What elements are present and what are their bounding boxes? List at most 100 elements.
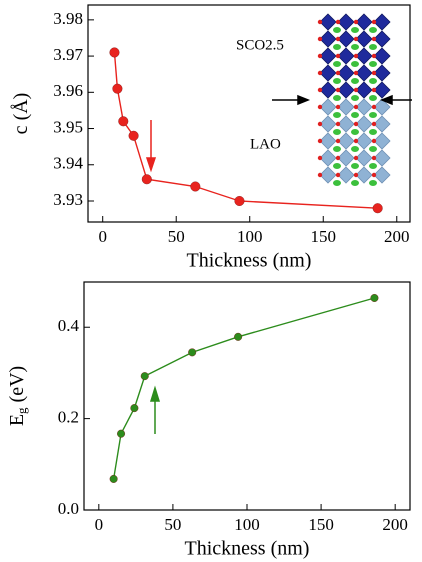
data-point	[140, 372, 149, 381]
data-point	[118, 116, 129, 127]
oxygen	[371, 155, 377, 161]
series-line	[113, 52, 378, 209]
oxygen	[371, 19, 377, 25]
oxygen	[317, 36, 323, 42]
oxygen	[371, 172, 377, 178]
cation	[333, 95, 341, 101]
octahedron	[337, 115, 355, 133]
cation	[351, 78, 359, 84]
oxygen	[317, 172, 323, 178]
y-tick-label: 3.96	[53, 81, 83, 100]
octahedron	[355, 30, 373, 48]
data-point	[112, 83, 123, 94]
octahedron	[337, 30, 355, 48]
octahedron	[355, 98, 373, 116]
octahedron	[373, 13, 391, 31]
cation	[369, 129, 377, 135]
annotation: LAO	[250, 136, 281, 152]
oxygen	[353, 172, 359, 178]
oxygen	[317, 138, 323, 144]
cation	[333, 27, 341, 33]
oxygen	[335, 87, 341, 93]
oxygen	[353, 121, 359, 127]
y-axis-label-part: g	[14, 407, 29, 414]
octahedron	[373, 98, 391, 116]
y-tick-label: 3.98	[53, 9, 83, 28]
octahedron	[355, 64, 373, 82]
cation	[333, 129, 341, 135]
octahedron	[319, 166, 337, 184]
octahedron	[319, 81, 337, 99]
octahedron	[337, 64, 355, 82]
cation	[369, 180, 377, 186]
oxygen	[371, 36, 377, 42]
y-tick-label: 3.95	[53, 117, 83, 136]
cation	[351, 44, 359, 50]
oxygen	[353, 19, 359, 25]
octahedron	[337, 98, 355, 116]
axes-frame	[83, 281, 411, 511]
oxygen	[317, 70, 323, 76]
octahedron	[319, 115, 337, 133]
octahedron	[319, 13, 337, 31]
cation	[333, 146, 341, 152]
octahedron	[319, 149, 337, 167]
octahedron	[355, 81, 373, 99]
octahedron	[373, 47, 391, 65]
cation	[369, 78, 377, 84]
oxygen	[317, 19, 323, 25]
cation	[369, 146, 377, 152]
cation	[333, 112, 341, 118]
arrow	[145, 120, 157, 173]
x-tick-label: 0	[95, 515, 104, 534]
x-tick-label: 100	[234, 515, 260, 534]
oxygen	[353, 104, 359, 110]
octahedron	[337, 166, 355, 184]
cation	[369, 61, 377, 67]
octahedron	[355, 132, 373, 150]
data-point	[234, 195, 245, 206]
axes-frame	[87, 4, 411, 223]
octahedron	[373, 132, 391, 150]
oxygen	[371, 121, 377, 127]
cation	[351, 27, 359, 33]
cation	[351, 180, 359, 186]
arrow	[149, 385, 161, 434]
cation	[351, 112, 359, 118]
cation	[333, 78, 341, 84]
y-axis-label-part: c (Å)	[10, 93, 32, 135]
cation	[333, 163, 341, 169]
oxygen	[371, 53, 377, 59]
data-point	[117, 429, 126, 438]
octahedron	[337, 47, 355, 65]
oxygen	[371, 138, 377, 144]
oxygen	[335, 138, 341, 144]
octahedron	[319, 30, 337, 48]
octahedron	[373, 166, 391, 184]
cation	[369, 163, 377, 169]
octahedron	[337, 132, 355, 150]
octahedron	[337, 81, 355, 99]
x-tick-label: 100	[237, 227, 263, 246]
oxygen	[371, 104, 377, 110]
oxygen	[317, 155, 323, 161]
oxygen	[335, 121, 341, 127]
oxygen	[335, 53, 341, 59]
octahedron	[373, 149, 391, 167]
y-axis-label: Eg (eV)	[6, 366, 29, 426]
cation	[369, 112, 377, 118]
oxygen	[317, 87, 323, 93]
oxygen	[353, 70, 359, 76]
data-point	[370, 293, 379, 302]
octahedron	[373, 64, 391, 82]
x-tick-label: 50	[164, 515, 181, 534]
oxygen	[353, 87, 359, 93]
oxygen	[353, 138, 359, 144]
crystal-inset	[317, 13, 391, 186]
cation	[333, 61, 341, 67]
oxygen	[317, 121, 323, 127]
oxygen	[335, 155, 341, 161]
y-axis-label-part: (eV)	[6, 366, 28, 408]
octahedron	[337, 149, 355, 167]
